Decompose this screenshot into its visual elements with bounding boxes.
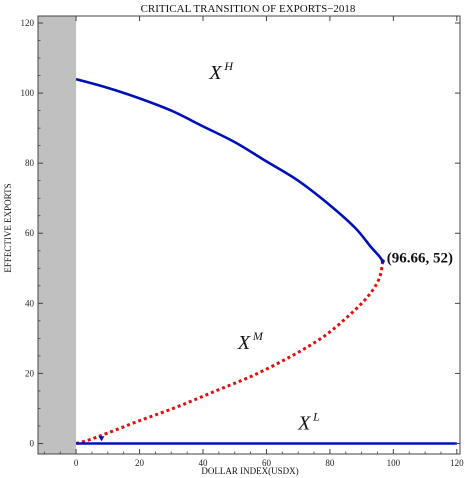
y-tick-label: 20: [25, 368, 35, 378]
y-axis-title: EFFECTIVE EXPORTS: [3, 183, 13, 272]
x-tick-label: 80: [325, 458, 335, 468]
critical-point-label: (96.66, 52): [387, 250, 453, 266]
critical-point-marker: [380, 259, 385, 264]
curves: [75, 77, 457, 445]
series-label-h: X: [208, 62, 222, 84]
curve-labels: X HX MX L(96.66, 52): [208, 59, 453, 434]
x-tick-label: 20: [135, 458, 145, 468]
series-label-l: X: [297, 412, 311, 434]
x-tick-label: 0: [74, 458, 79, 468]
x-tick-label: 120: [450, 458, 464, 468]
y-tick-label: 100: [21, 88, 35, 98]
x-axis-title: DOLLAR INDEX(USDX): [201, 466, 298, 476]
axis-ticks: 0 20 40 60 80 100 120 0 20 40 60 80 100 120: [21, 16, 464, 468]
plot-frame: [37, 15, 461, 455]
direction-arrow: [98, 436, 105, 442]
y-tick-label: 60: [25, 228, 35, 238]
y-tick-label: 0: [30, 438, 35, 448]
series-label-m: X: [237, 332, 251, 354]
series-label-sup-h: H: [223, 59, 234, 73]
y-tick-label: 80: [25, 158, 35, 168]
x-tick-label: 60: [262, 458, 272, 468]
series-line-h: [75, 77, 384, 263]
chart-title: CRITICAL TRANSITION OF EXPORTS−2018: [141, 3, 356, 15]
y-tick-label: 40: [25, 298, 35, 308]
series-label-sup-l: L: [312, 409, 320, 423]
series-label-sup-m: M: [252, 329, 264, 343]
x-tick-label: 100: [387, 458, 401, 468]
shaded-region: [38, 16, 77, 454]
y-tick-label: 120: [21, 18, 35, 28]
series-line-m: [75, 260, 385, 445]
x-tick-label: 40: [198, 458, 208, 468]
